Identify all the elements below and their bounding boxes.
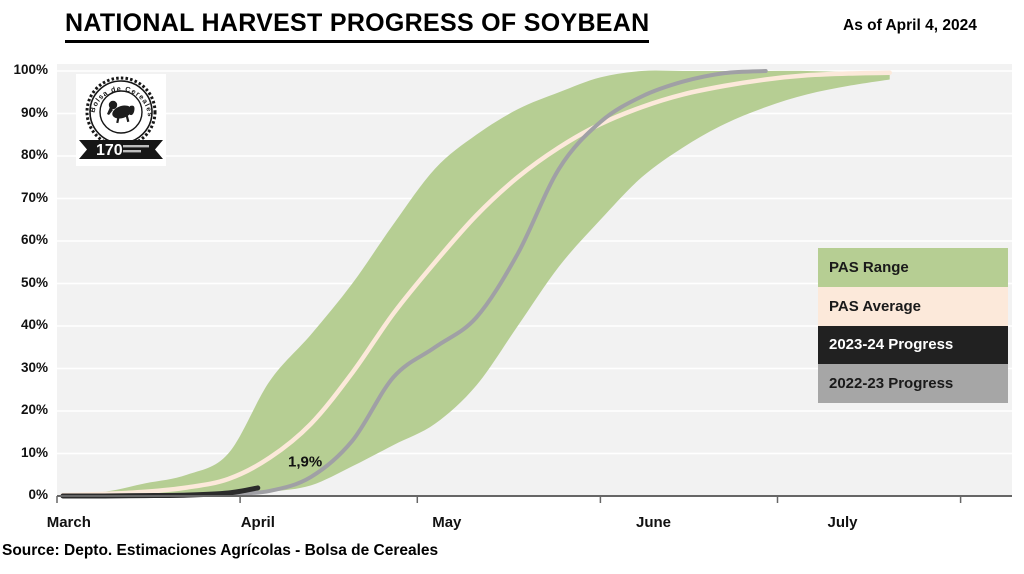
y-tick-label-50: 50% (20, 274, 48, 290)
legend-item-pas-range: PAS Range (818, 248, 1008, 287)
legend-item-2023-24-progress: 2023-24 Progress (818, 325, 1008, 365)
y-tick-label-10: 10% (20, 444, 48, 460)
legend-item-2022-23-progress: 2022-23 Progress (818, 364, 1008, 403)
source-caption: Source: Depto. Estimaciones Agrícolas - … (2, 542, 439, 559)
chart-legend: PAS Range PAS Average 2023-24 Progress 2022… (818, 248, 1008, 403)
y-tick-label-90: 90% (20, 104, 48, 120)
x-tick-label-july: July (827, 514, 858, 531)
x-tick-label-june: June (635, 514, 671, 531)
x-tick-label-may: May (432, 514, 462, 531)
x-axis (56, 495, 1012, 503)
y-tick-label-60: 60% (20, 232, 48, 247)
as-of-date: As of April 4, 2024 (843, 17, 977, 34)
pas-average-line (60, 70, 892, 498)
y-tick-label-80: 80% (20, 147, 48, 162)
y-tick-label-0: 0% (28, 487, 48, 502)
y-tick-label-20: 20% (20, 402, 48, 417)
y-tick-label-30: 30% (20, 359, 48, 375)
seal-horse-emblem (107, 100, 135, 124)
pas-range-area (62, 70, 890, 497)
y-tick-label-100: 100% (13, 62, 48, 77)
legend-item-pas-average: PAS Average (818, 286, 1008, 326)
bolsa-de-cereales-logo: Bolsa de Cereales 170 (76, 74, 166, 166)
y-tick-label-40: 40% (20, 317, 48, 332)
anniversary-ribbon: 170 (79, 140, 163, 159)
page-title: NATIONAL HARVEST PROGRESS OF SOYBEAN (65, 9, 650, 43)
annotation-1-9-percent: 1,9% (288, 453, 322, 470)
x-tick-label-march: March (46, 514, 91, 531)
x-tick-label-april: April (240, 514, 275, 531)
anniversary-number: 170 (96, 142, 123, 159)
y-tick-label-70: 70% (20, 189, 48, 205)
